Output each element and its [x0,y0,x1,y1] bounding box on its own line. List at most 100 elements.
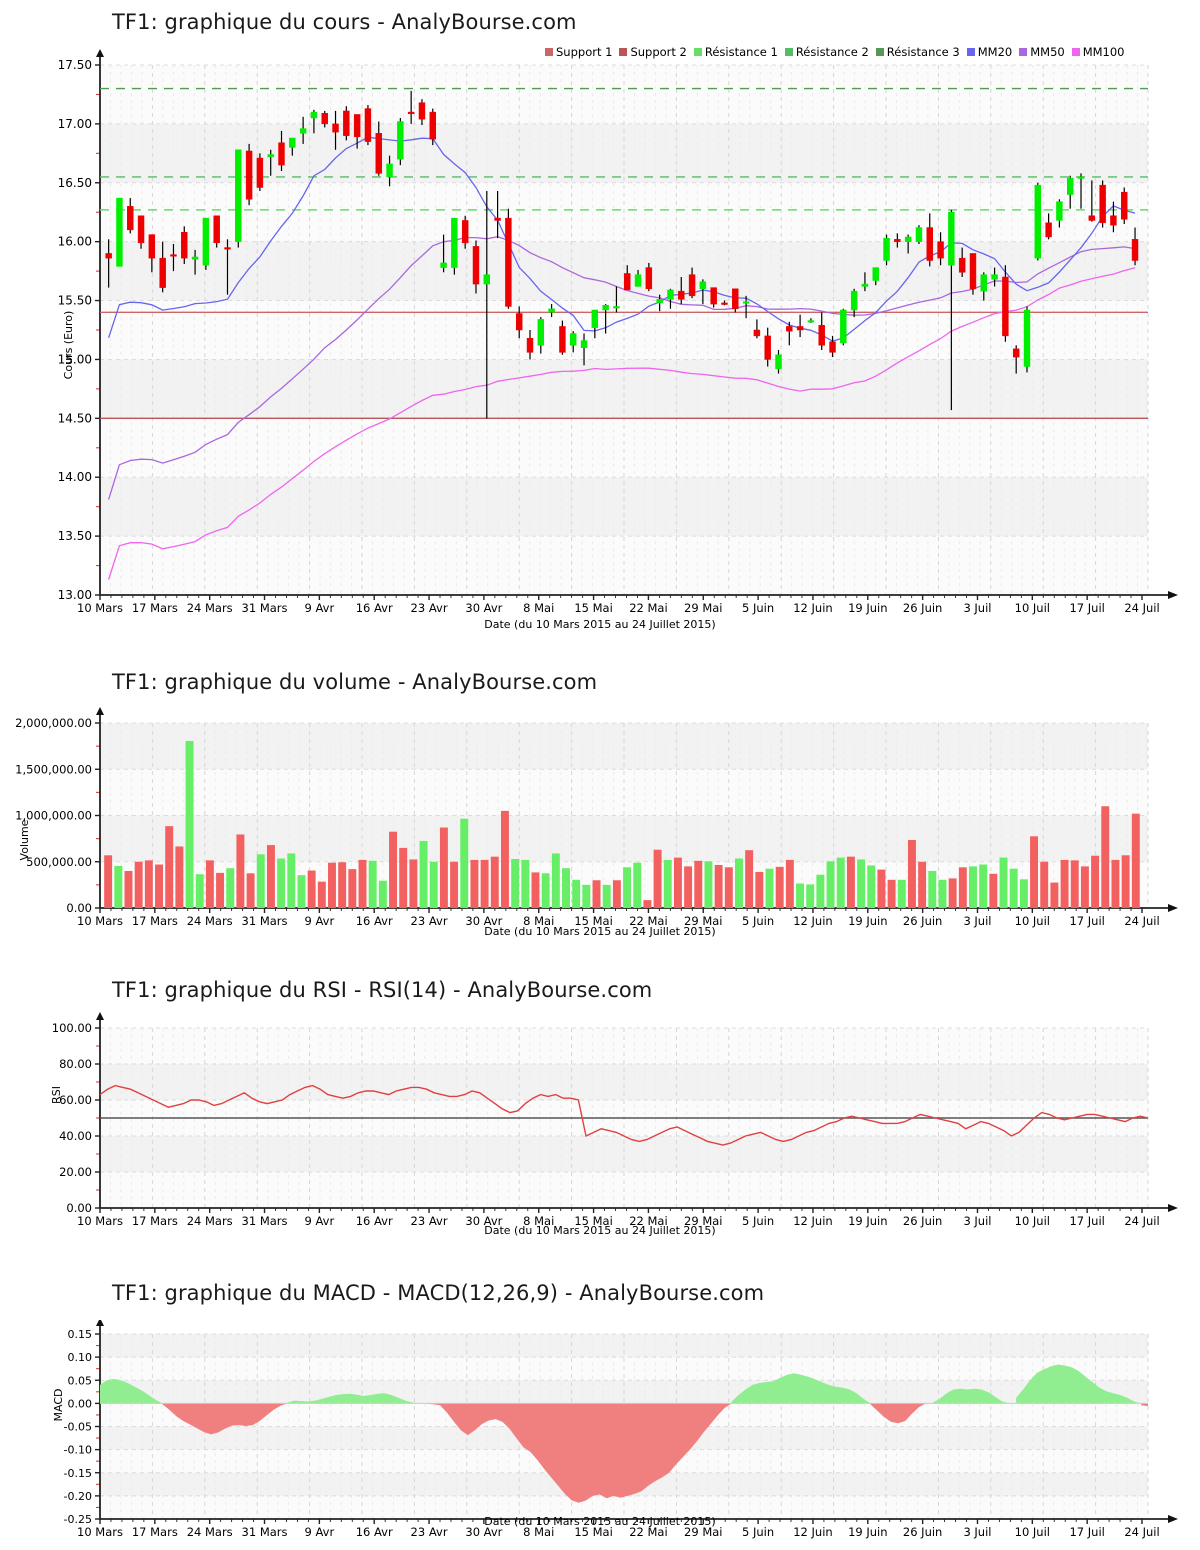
y-tick-label: 13.00 [58,588,92,602]
volume-bar [490,856,499,908]
macd-chart-svg: -0.25 -0.20 -0.15 -0.10 -0.05 0.00 0.05 0.10 0.1… [64,1320,1178,1539]
candle-body [613,306,620,309]
x-tick-label: 17 Juil [1069,914,1104,928]
legend-item-3[interactable]: Résistance 1 [693,45,778,59]
volume-bar [358,859,367,908]
x-tick-label: 3 Juil [963,601,991,615]
volume-bar [531,872,540,908]
volume-bar [572,879,581,908]
legend-item-5[interactable]: Résistance 3 [875,45,960,59]
x-tick-label: 17 Juil [1069,1214,1104,1228]
volume-bar [470,859,479,908]
x-tick-label: 10 Mars [77,1525,123,1539]
candle-body [710,287,717,305]
x-tick-label: 23 Avr [411,1525,448,1539]
x-tick-label: 3 Juil [963,1525,991,1539]
price-chart-legend: Support 1 Support 2 Résistance 1 Résistance… [545,45,1132,59]
x-tick-label: 10 Juil [1015,601,1050,615]
x-tick-label: 17 Mars [132,1214,178,1228]
volume-bar [1019,879,1028,908]
volume-bar [551,853,560,908]
volume-bar [368,860,377,908]
legend-swatch-icon [693,48,702,56]
legend-label: Résistance 3 [886,45,960,59]
x-tick-label: 5 Juin [742,1214,774,1228]
legend-swatch-icon [619,48,628,56]
legend-swatch-icon [784,48,793,56]
price-ylabel: Cours (Euro) [62,310,75,380]
y-tick-label: 14.00 [58,470,92,484]
candle-body [624,273,631,291]
candle-body [569,333,577,346]
candle-body [159,257,166,288]
x-tick-label: 5 Juin [742,914,774,928]
candle-body [1002,276,1009,337]
volume-bar [216,872,225,908]
volume-bar [317,881,326,908]
volume-bar [165,826,174,908]
volume-bar [348,869,357,908]
x-tick-label: 19 Juin [848,601,887,615]
x-tick-label: 8 Mai [523,601,554,615]
x-tick-label: 17 Mars [132,914,178,928]
candle-body [721,302,728,305]
legend-item-6[interactable]: MM20 [966,45,1012,59]
volume-bar [826,861,835,908]
volume-bar [846,856,855,908]
legend-label: Support 2 [630,45,687,59]
x-tick-label: 24 Juil [1124,601,1159,615]
volume-bar [266,845,275,908]
legend-item-4[interactable]: Résistance 2 [784,45,869,59]
candle-body [559,326,566,353]
x-tick-label: 10 Mars [77,601,123,615]
y-tick-label: 0.00 [66,1201,92,1215]
volume-bar [236,834,245,908]
x-tick-label: 10 Mars [77,914,123,928]
legend-swatch-icon [875,48,884,56]
candle-body [105,253,112,259]
candle-body [429,111,436,140]
legend-label: Résistance 2 [795,45,869,59]
x-tick-label: 24 Juil [1124,1214,1159,1228]
candle-body [732,288,739,310]
y-tick-label: 16.50 [58,176,92,190]
x-tick-label: 15 Mai [574,601,612,615]
volume-bar [694,860,703,908]
y-tick-label: 1,000,000.00 [15,809,92,823]
candle-body [440,262,447,268]
volume-bar [541,873,550,908]
volume-bar [1030,836,1039,908]
x-axis-arrow [1168,1515,1178,1523]
volume-bar [684,866,693,908]
volume-bar [938,879,947,908]
candle-body [181,231,188,259]
x-tick-label: 15 Mai [574,1525,612,1539]
volume-chart-svg: 0.00 500,000.00 1,000,000.00 1,500,000.00 2,… [15,707,1178,928]
legend-item-8[interactable]: MM100 [1071,45,1125,59]
candle-body [310,111,318,119]
volume-bar [399,847,408,908]
volume-bar [195,874,204,908]
rsi-chart-panel: TF1: graphique du RSI - RSI(14) - AnalyB… [0,960,1200,1260]
volume-bar [246,873,255,908]
legend-item-7[interactable]: MM50 [1019,45,1065,59]
x-tick-label: 9 Avr [305,601,335,615]
volume-bar [256,854,265,908]
candle-body [343,110,350,136]
y-tick-label: 100.00 [52,1021,92,1035]
candle-body [483,274,491,285]
candle-body [494,217,501,221]
candle-body [278,142,285,166]
candle-body [840,309,847,344]
candle-body [116,197,123,267]
legend-item-1[interactable]: Support 1 [545,45,612,59]
x-tick-label: 19 Juin [848,1525,887,1539]
y-tick-label: 15.00 [58,352,92,366]
rsi-line [99,1084,1149,1146]
candle-body [451,217,458,268]
volume-bar [989,873,998,908]
volume-bar [389,831,398,908]
volume-bar [511,858,520,908]
legend-item-2[interactable]: Support 2 [619,45,687,59]
candle-body [472,246,480,285]
